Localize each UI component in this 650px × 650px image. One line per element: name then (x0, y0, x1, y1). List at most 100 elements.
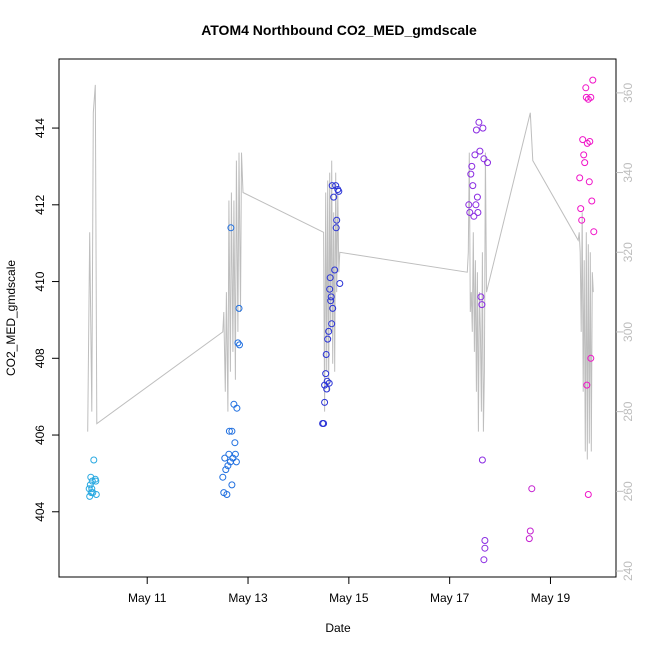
data-point (228, 427, 236, 435)
data-point (332, 224, 340, 232)
data-point (219, 473, 227, 481)
data-point (223, 491, 231, 498)
data-point (526, 527, 534, 535)
line-series (87, 84, 594, 460)
data-point (582, 93, 590, 101)
x-axis-label: Date (325, 621, 351, 635)
x-tick-label: May 11 (128, 591, 167, 605)
data-point (231, 439, 239, 447)
y2-tick-label: 360 (621, 83, 635, 103)
data-point (528, 485, 536, 493)
data-point (484, 159, 491, 167)
y-tick-label: 408 (33, 348, 47, 368)
x-tick-label: May 13 (228, 591, 268, 605)
data-point (228, 481, 236, 489)
data-point (588, 197, 596, 205)
data-point (468, 162, 476, 170)
data-point (222, 466, 230, 474)
x-tick-label: May 17 (430, 591, 470, 605)
data-point (321, 398, 329, 406)
data-point (327, 293, 335, 301)
x-tick-label: May 19 (531, 591, 571, 605)
y-tick-label: 412 (33, 194, 47, 214)
y2-tick-label: 300 (621, 322, 635, 342)
data-point (90, 456, 98, 464)
data-point (92, 477, 100, 485)
data-point (87, 473, 95, 481)
data-point (322, 351, 330, 358)
data-point (235, 304, 243, 312)
data-point (587, 93, 595, 101)
data-point (324, 335, 332, 343)
data-point (472, 126, 480, 134)
data-point (476, 147, 484, 155)
y-tick-label: 406 (33, 425, 47, 445)
data-point (480, 556, 488, 564)
data-point (475, 118, 483, 126)
line-series-layer (87, 84, 594, 460)
data-point (335, 187, 343, 195)
data-point (473, 193, 481, 201)
data-point (86, 492, 94, 500)
data-point (525, 535, 533, 543)
data-point (587, 354, 595, 362)
data-point (232, 458, 240, 466)
data-point (325, 327, 333, 335)
data-point (231, 450, 239, 458)
data-point (477, 293, 485, 301)
data-point (472, 201, 480, 209)
y-tick-label: 404 (33, 501, 47, 521)
data-point (221, 454, 229, 462)
data-point (326, 285, 334, 293)
data-point (327, 297, 335, 305)
data-point (579, 136, 587, 144)
data-point (583, 381, 591, 389)
data-point (328, 182, 336, 190)
data-point (331, 266, 339, 274)
data-point (576, 174, 584, 182)
data-point (322, 370, 330, 378)
y-tick-label: 410 (33, 271, 47, 291)
data-point (585, 178, 593, 186)
data-point (467, 170, 475, 178)
data-point (577, 205, 585, 213)
data-point (478, 456, 486, 464)
data-point (474, 209, 482, 216)
data-point (478, 301, 486, 309)
data-point (584, 491, 592, 498)
y-tick-label: 414 (33, 118, 47, 138)
point-layer (85, 76, 598, 564)
data-point (225, 427, 233, 435)
data-point (336, 280, 344, 287)
data-point (330, 193, 338, 201)
data-point (332, 182, 340, 190)
data-point (479, 124, 487, 132)
data-point (581, 159, 589, 167)
data-point (466, 209, 474, 216)
y2-tick-label: 280 (621, 401, 635, 421)
data-point (92, 491, 100, 498)
data-point (582, 84, 590, 92)
data-point (236, 341, 243, 349)
data-point (227, 224, 235, 232)
data-point (465, 201, 473, 209)
data-point (86, 481, 94, 489)
x-tick-label: May 15 (329, 591, 369, 605)
data-point (328, 320, 336, 328)
data-point (469, 182, 477, 190)
data-point (470, 212, 478, 220)
data-point (329, 304, 337, 312)
data-point (580, 151, 588, 159)
data-point (233, 404, 241, 412)
data-point (323, 385, 331, 393)
chart-title: ATOM4 Northbound CO2_MED_gmdscale (201, 22, 477, 38)
y2-tick-label: 340 (621, 162, 635, 182)
data-point (481, 537, 489, 544)
y2-tick-label: 260 (621, 481, 635, 501)
data-point (471, 151, 479, 159)
y2-tick-label: 320 (621, 242, 635, 262)
data-point (481, 544, 489, 552)
data-point (590, 228, 598, 236)
data-point (89, 489, 97, 497)
